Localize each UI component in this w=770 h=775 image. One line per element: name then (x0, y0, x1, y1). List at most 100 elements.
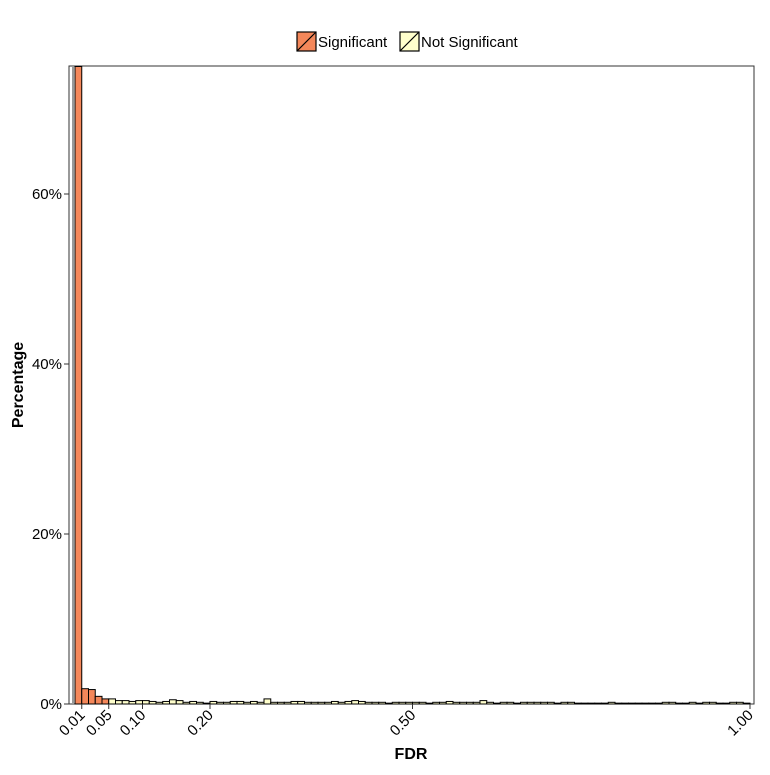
bar-not-significant (655, 702, 663, 705)
bar-not-significant (587, 702, 596, 705)
x-axis-title: FDR (395, 746, 428, 763)
x-tick-label: 0.50 (387, 707, 420, 740)
legend-key-significant-slash (296, 31, 317, 52)
bar-not-significant (304, 701, 312, 705)
bar-not-significant (385, 702, 393, 705)
bar-not-significant (425, 702, 434, 705)
bar-not-significant (216, 701, 224, 705)
bar-not-significant (344, 700, 353, 705)
bar-not-significant (688, 701, 697, 705)
bar-not-significant (628, 702, 636, 705)
bar-not-significant (648, 702, 656, 705)
bar-not-significant (547, 701, 555, 705)
bar-not-significant (115, 700, 123, 705)
bar-not-significant (574, 702, 582, 705)
bar-not-significant (371, 701, 380, 705)
bar-not-significant (709, 701, 717, 705)
bar-not-significant (290, 700, 299, 705)
bar-not-significant (736, 701, 744, 705)
bar-not-significant (364, 701, 373, 705)
bar-not-significant (661, 701, 670, 705)
bar-not-significant (621, 702, 629, 705)
bar-significant (94, 695, 103, 705)
bar-not-significant (418, 701, 427, 705)
bar-not-significant (182, 701, 191, 705)
bar-not-significant (520, 701, 528, 705)
y-tick-label: 60% (32, 186, 62, 203)
bar-not-significant (351, 700, 359, 705)
bar-not-significant (331, 700, 339, 705)
bar-not-significant (283, 701, 292, 705)
bar-not-significant (337, 701, 346, 705)
bar-not-significant (513, 702, 521, 705)
bar-not-significant (142, 700, 150, 705)
bar-not-significant (358, 700, 366, 705)
bar-not-significant (702, 701, 710, 705)
bar-not-significant (236, 700, 245, 705)
bar-not-significant (445, 700, 454, 705)
bar-not-significant (452, 701, 461, 705)
bar-not-significant (270, 701, 278, 705)
bar-not-significant (506, 701, 515, 705)
legend-label-not-significant: Not Significant (421, 34, 519, 51)
bar-not-significant (391, 701, 400, 705)
bar-not-significant (378, 701, 386, 705)
bar-not-significant (398, 701, 407, 705)
bar-significant (101, 698, 110, 705)
legend-item-significant: Significant (296, 31, 388, 52)
bar-not-significant (675, 702, 683, 705)
bar-not-significant (209, 700, 218, 705)
bar-not-significant (729, 701, 737, 705)
bar-not-significant (715, 702, 724, 705)
x-tick-label: 1.00 (724, 707, 757, 740)
bar-not-significant (250, 700, 258, 705)
y-tick-label: 0% (40, 696, 62, 713)
y-axis: 0% 20% 40% 60% (32, 186, 69, 713)
y-tick-label: 40% (32, 356, 62, 373)
bar-not-significant (297, 700, 305, 705)
bar-not-significant (682, 702, 690, 705)
bar-not-significant (567, 701, 575, 705)
bar-not-significant (459, 701, 467, 705)
bar-significant (81, 688, 89, 705)
bar-not-significant (668, 701, 677, 705)
bar-not-significant (243, 701, 251, 705)
legend: Significant Not Significant (296, 31, 519, 52)
bar-not-significant (493, 702, 501, 705)
bar-not-significant (594, 702, 602, 705)
bar-not-significant (601, 702, 609, 705)
bar-not-significant (540, 701, 548, 705)
x-tick-label: 0.10 (117, 707, 150, 740)
x-tick-label: 0.05 (83, 707, 116, 740)
bar-not-significant (324, 701, 332, 705)
bar-not-significant (223, 701, 231, 705)
bar-not-significant (466, 701, 474, 705)
bar-not-significant (317, 701, 326, 705)
bar-not-significant (135, 700, 143, 705)
bar-not-significant (553, 702, 562, 705)
bar-not-significant (155, 701, 164, 705)
bar-not-significant (263, 698, 272, 705)
bar-not-significant (432, 701, 440, 705)
bar-not-significant (722, 702, 731, 705)
bar-not-significant (499, 701, 508, 705)
bar-not-significant (614, 702, 623, 705)
bar-not-significant (229, 700, 238, 705)
bar-not-significant (641, 702, 650, 705)
bar-not-significant (256, 701, 265, 705)
x-axis: 0.010.05 0.10 0.20 0.50 1.00 (56, 704, 757, 739)
x-tick-label: 0.20 (184, 707, 217, 740)
bar-not-significant (560, 701, 569, 705)
bar-not-significant (202, 702, 211, 705)
bar-not-significant (162, 700, 170, 705)
bar-not-significant (486, 701, 494, 705)
bar-not-significant (472, 701, 481, 705)
bar-not-significant (439, 701, 447, 705)
bar-not-significant (196, 701, 204, 705)
bar-significant (74, 66, 83, 705)
panel-border (68, 65, 755, 705)
bar-not-significant (169, 699, 177, 705)
bar-not-significant (121, 700, 130, 705)
bar-not-significant (277, 701, 285, 705)
